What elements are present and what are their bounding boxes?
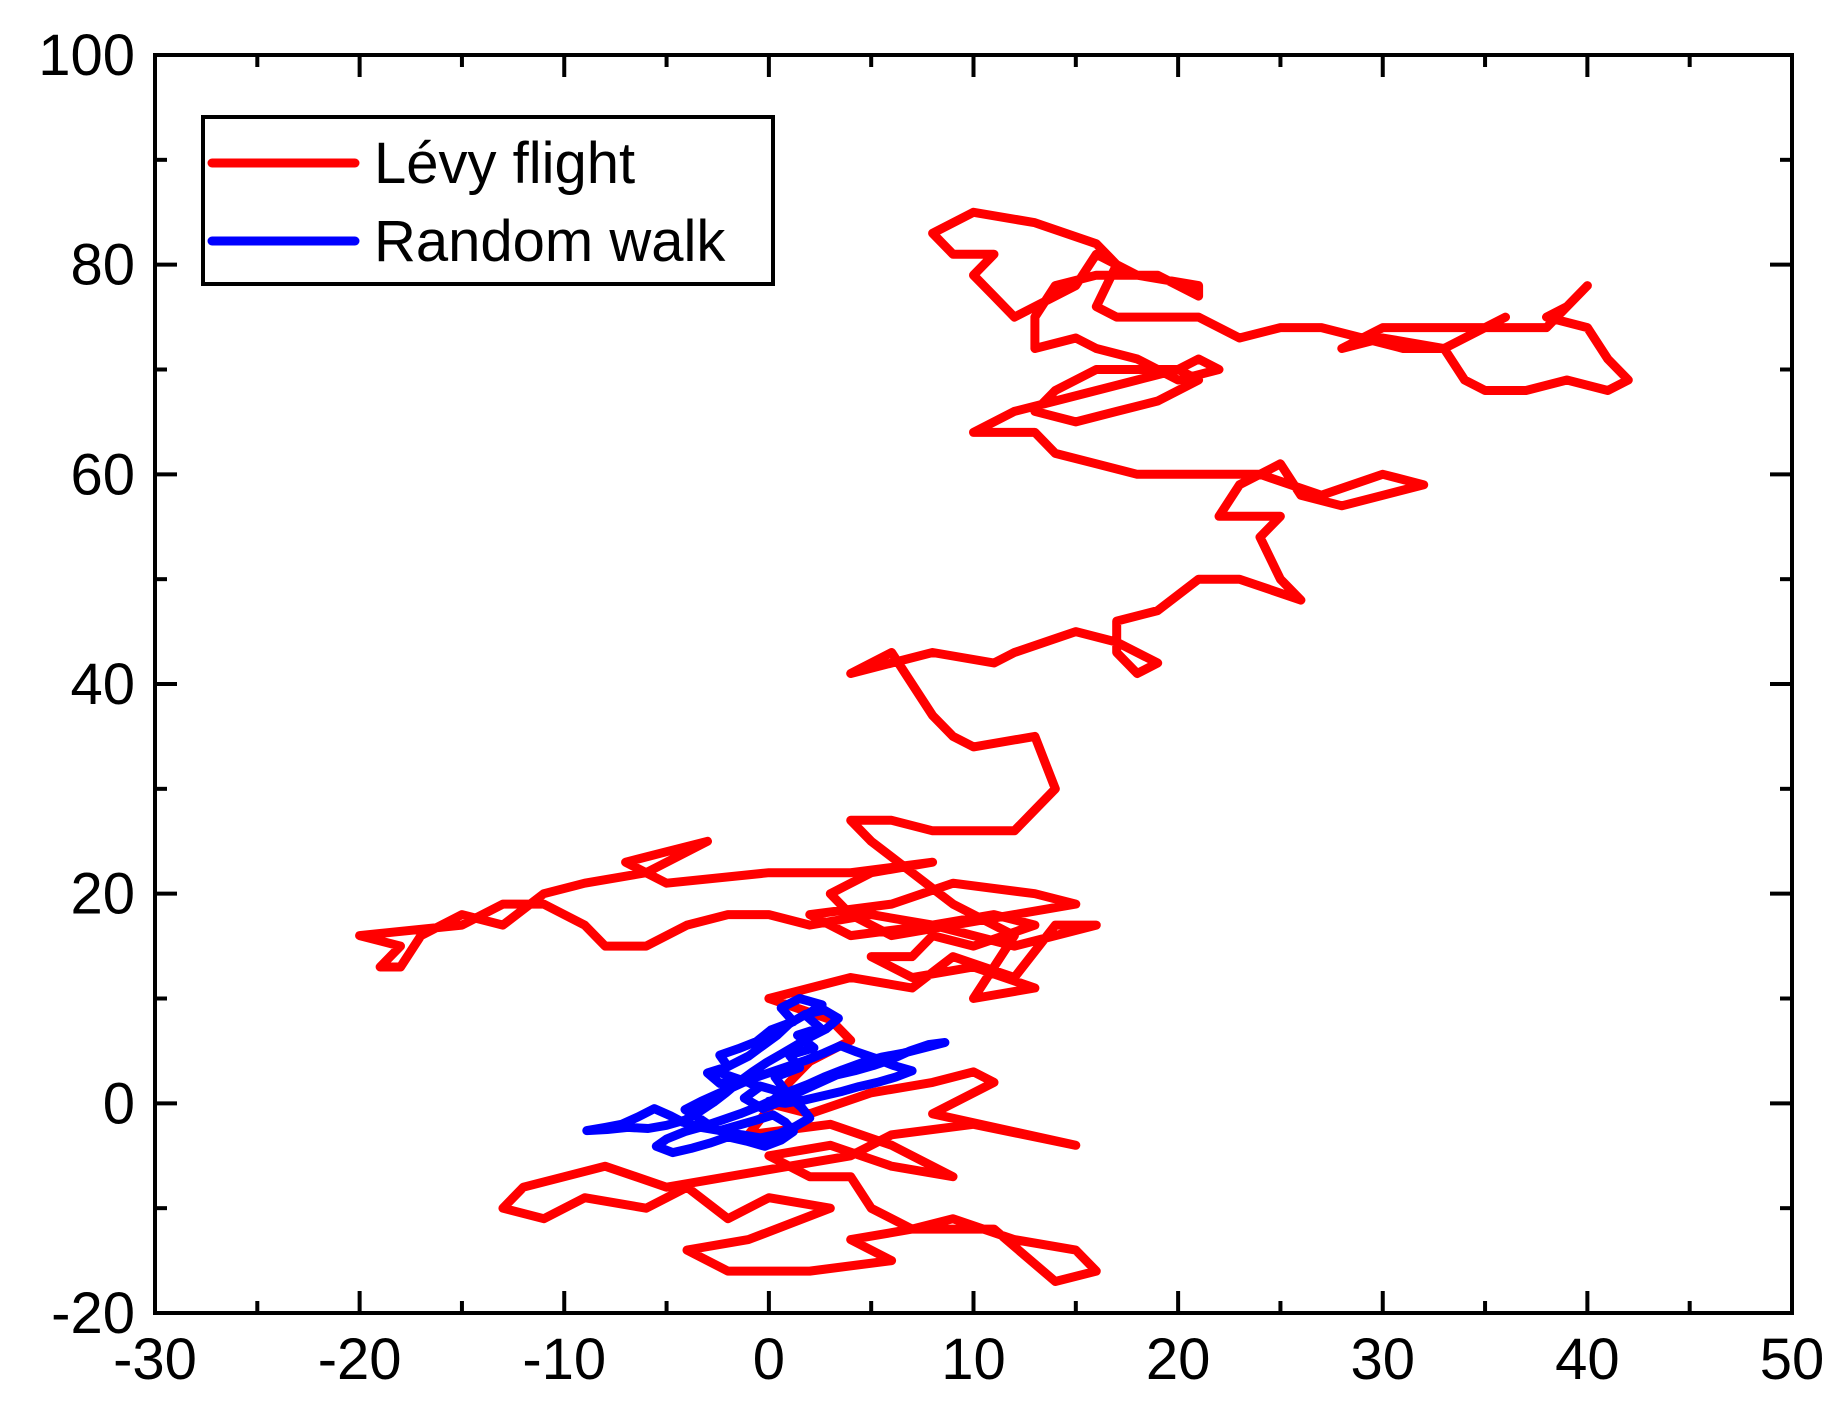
- y-tick-label: 20: [70, 862, 135, 927]
- y-tick-label: 60: [70, 442, 135, 507]
- y-tick-label: -20: [51, 1281, 135, 1346]
- series-line-l-vy-flight: [355, 207, 1633, 1286]
- x-tick-label: -30: [113, 1327, 197, 1392]
- x-tick-label: 0: [753, 1327, 785, 1392]
- x-tick-label: 10: [941, 1327, 1006, 1392]
- x-tick-label: 50: [1760, 1327, 1825, 1392]
- series-layer: [355, 207, 1633, 1286]
- x-tick-label: -20: [318, 1327, 402, 1392]
- legend-label-random-walk: Random walk: [374, 209, 726, 274]
- y-tick-label: 80: [70, 233, 135, 298]
- x-tick-label: 40: [1555, 1327, 1620, 1392]
- legend-box: [201, 115, 775, 286]
- y-tick-label: 100: [38, 23, 135, 88]
- x-tick-label: 20: [1146, 1327, 1211, 1392]
- x-tick-label: -10: [522, 1327, 606, 1392]
- legend-label-levy-flight: Lévy flight: [374, 131, 635, 196]
- legend: Lévy flight Random walk: [201, 115, 775, 286]
- y-tick-label: 40: [70, 652, 135, 717]
- y-tick-label: 0: [103, 1071, 135, 1136]
- series-line-random-walk: [582, 994, 950, 1158]
- x-tick-label: 30: [1350, 1327, 1415, 1392]
